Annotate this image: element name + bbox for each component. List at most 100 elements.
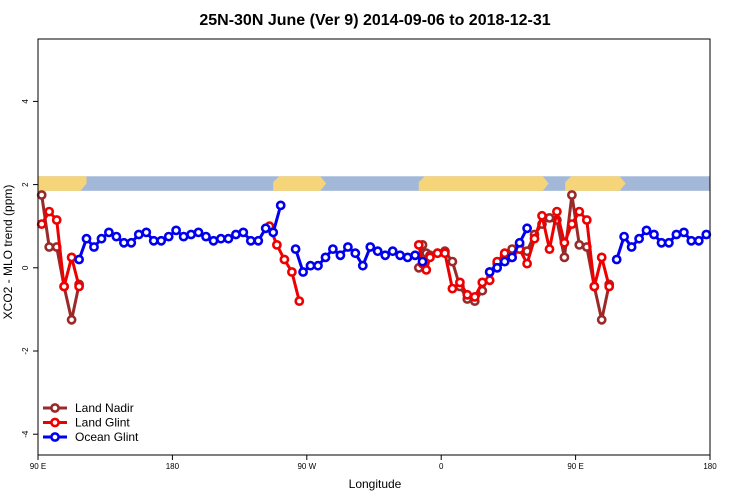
data-point xyxy=(320,252,331,263)
data-point xyxy=(439,248,450,259)
data-point xyxy=(529,233,540,244)
data-point xyxy=(51,215,62,225)
map-strip-land xyxy=(565,176,626,191)
data-point xyxy=(619,231,629,242)
data-point xyxy=(387,246,398,257)
data-point xyxy=(641,225,652,236)
data-point xyxy=(66,314,77,325)
legend-label: Ocean Glint xyxy=(75,430,139,444)
data-point xyxy=(350,248,361,259)
data-point xyxy=(81,233,92,244)
x-tick-label: 90 E xyxy=(30,462,46,471)
data-point xyxy=(634,233,644,244)
data-point xyxy=(96,233,107,244)
data-point xyxy=(201,231,211,242)
data-point xyxy=(514,237,525,248)
legend-swatch-marker xyxy=(50,403,60,413)
data-point xyxy=(74,254,84,265)
data-point xyxy=(327,244,338,254)
series-land-glint xyxy=(36,206,615,306)
map-strip xyxy=(38,176,710,191)
data-point xyxy=(447,283,458,294)
data-point xyxy=(484,275,495,286)
data-point xyxy=(372,246,383,257)
data-point xyxy=(44,206,55,217)
data-point xyxy=(484,267,495,277)
y-tick-label: -2 xyxy=(21,347,30,355)
data-point xyxy=(421,264,432,275)
data-point xyxy=(671,229,682,240)
data-point xyxy=(365,242,376,252)
data-point xyxy=(193,227,204,238)
legend-swatch-marker xyxy=(50,432,60,442)
y-tick-label: 4 xyxy=(21,99,30,104)
legend-item: Land Glint xyxy=(43,416,130,430)
data-point xyxy=(454,277,465,288)
chart-title: 25N-30N June (Ver 9) 2014-09-06 to 2018-… xyxy=(199,12,550,29)
data-point xyxy=(305,260,316,271)
data-point xyxy=(148,235,159,246)
data-point xyxy=(156,235,167,246)
data-point xyxy=(36,190,47,200)
data-point xyxy=(522,258,532,269)
data-point xyxy=(552,206,562,217)
data-point xyxy=(260,223,271,234)
data-point xyxy=(604,281,615,292)
data-point xyxy=(357,260,368,271)
data-point xyxy=(537,210,547,221)
data-point xyxy=(253,235,264,246)
legend-label: Land Glint xyxy=(75,416,130,430)
x-axis-label: Longitude xyxy=(349,477,402,491)
data-point xyxy=(402,252,413,263)
data-point xyxy=(679,227,689,238)
y-tick-label: 2 xyxy=(21,182,30,187)
data-point xyxy=(626,242,637,252)
data-point xyxy=(104,227,114,238)
data-point xyxy=(611,254,622,265)
data-point xyxy=(294,296,305,306)
y-axis-ticks: -4 -2 0 2 4 xyxy=(21,99,38,438)
legend-label: Land Nadir xyxy=(75,401,134,415)
data-point xyxy=(596,252,607,263)
y-axis-label: XCO2 - MLO trend (ppm) xyxy=(1,185,15,320)
data-point xyxy=(686,235,697,246)
data-point xyxy=(298,267,308,277)
x-tick-label: 90 W xyxy=(297,462,316,471)
map-strip-land xyxy=(418,176,549,191)
data-point xyxy=(425,252,435,263)
data-point xyxy=(223,233,234,244)
data-point xyxy=(126,237,137,248)
data-point xyxy=(59,281,69,292)
map-strip-land xyxy=(273,176,327,191)
series-ocean-glint xyxy=(74,200,712,277)
data-point xyxy=(413,239,424,250)
data-point xyxy=(589,281,600,292)
data-point xyxy=(286,267,297,277)
data-point xyxy=(111,231,122,242)
y-tick-label: -4 xyxy=(21,430,30,438)
data-point xyxy=(89,242,99,252)
data-point xyxy=(313,260,323,271)
map-strip-land xyxy=(38,176,87,191)
data-point xyxy=(279,254,290,265)
data-point xyxy=(141,227,152,238)
data-point xyxy=(171,225,181,236)
data-point xyxy=(380,250,391,261)
data-point xyxy=(649,229,659,240)
data-point xyxy=(447,256,458,267)
legend-item: Ocean Glint xyxy=(43,430,139,444)
x-tick-label: 0 xyxy=(439,462,444,471)
data-point xyxy=(574,206,585,217)
data-point xyxy=(163,231,174,242)
data-point xyxy=(36,219,47,229)
x-tick-label: 180 xyxy=(703,462,717,471)
data-point xyxy=(133,229,144,240)
data-point xyxy=(567,190,577,200)
series-layer xyxy=(36,190,712,325)
x-tick-label: 180 xyxy=(166,462,180,471)
data-point xyxy=(559,252,570,263)
data-point xyxy=(544,244,555,254)
